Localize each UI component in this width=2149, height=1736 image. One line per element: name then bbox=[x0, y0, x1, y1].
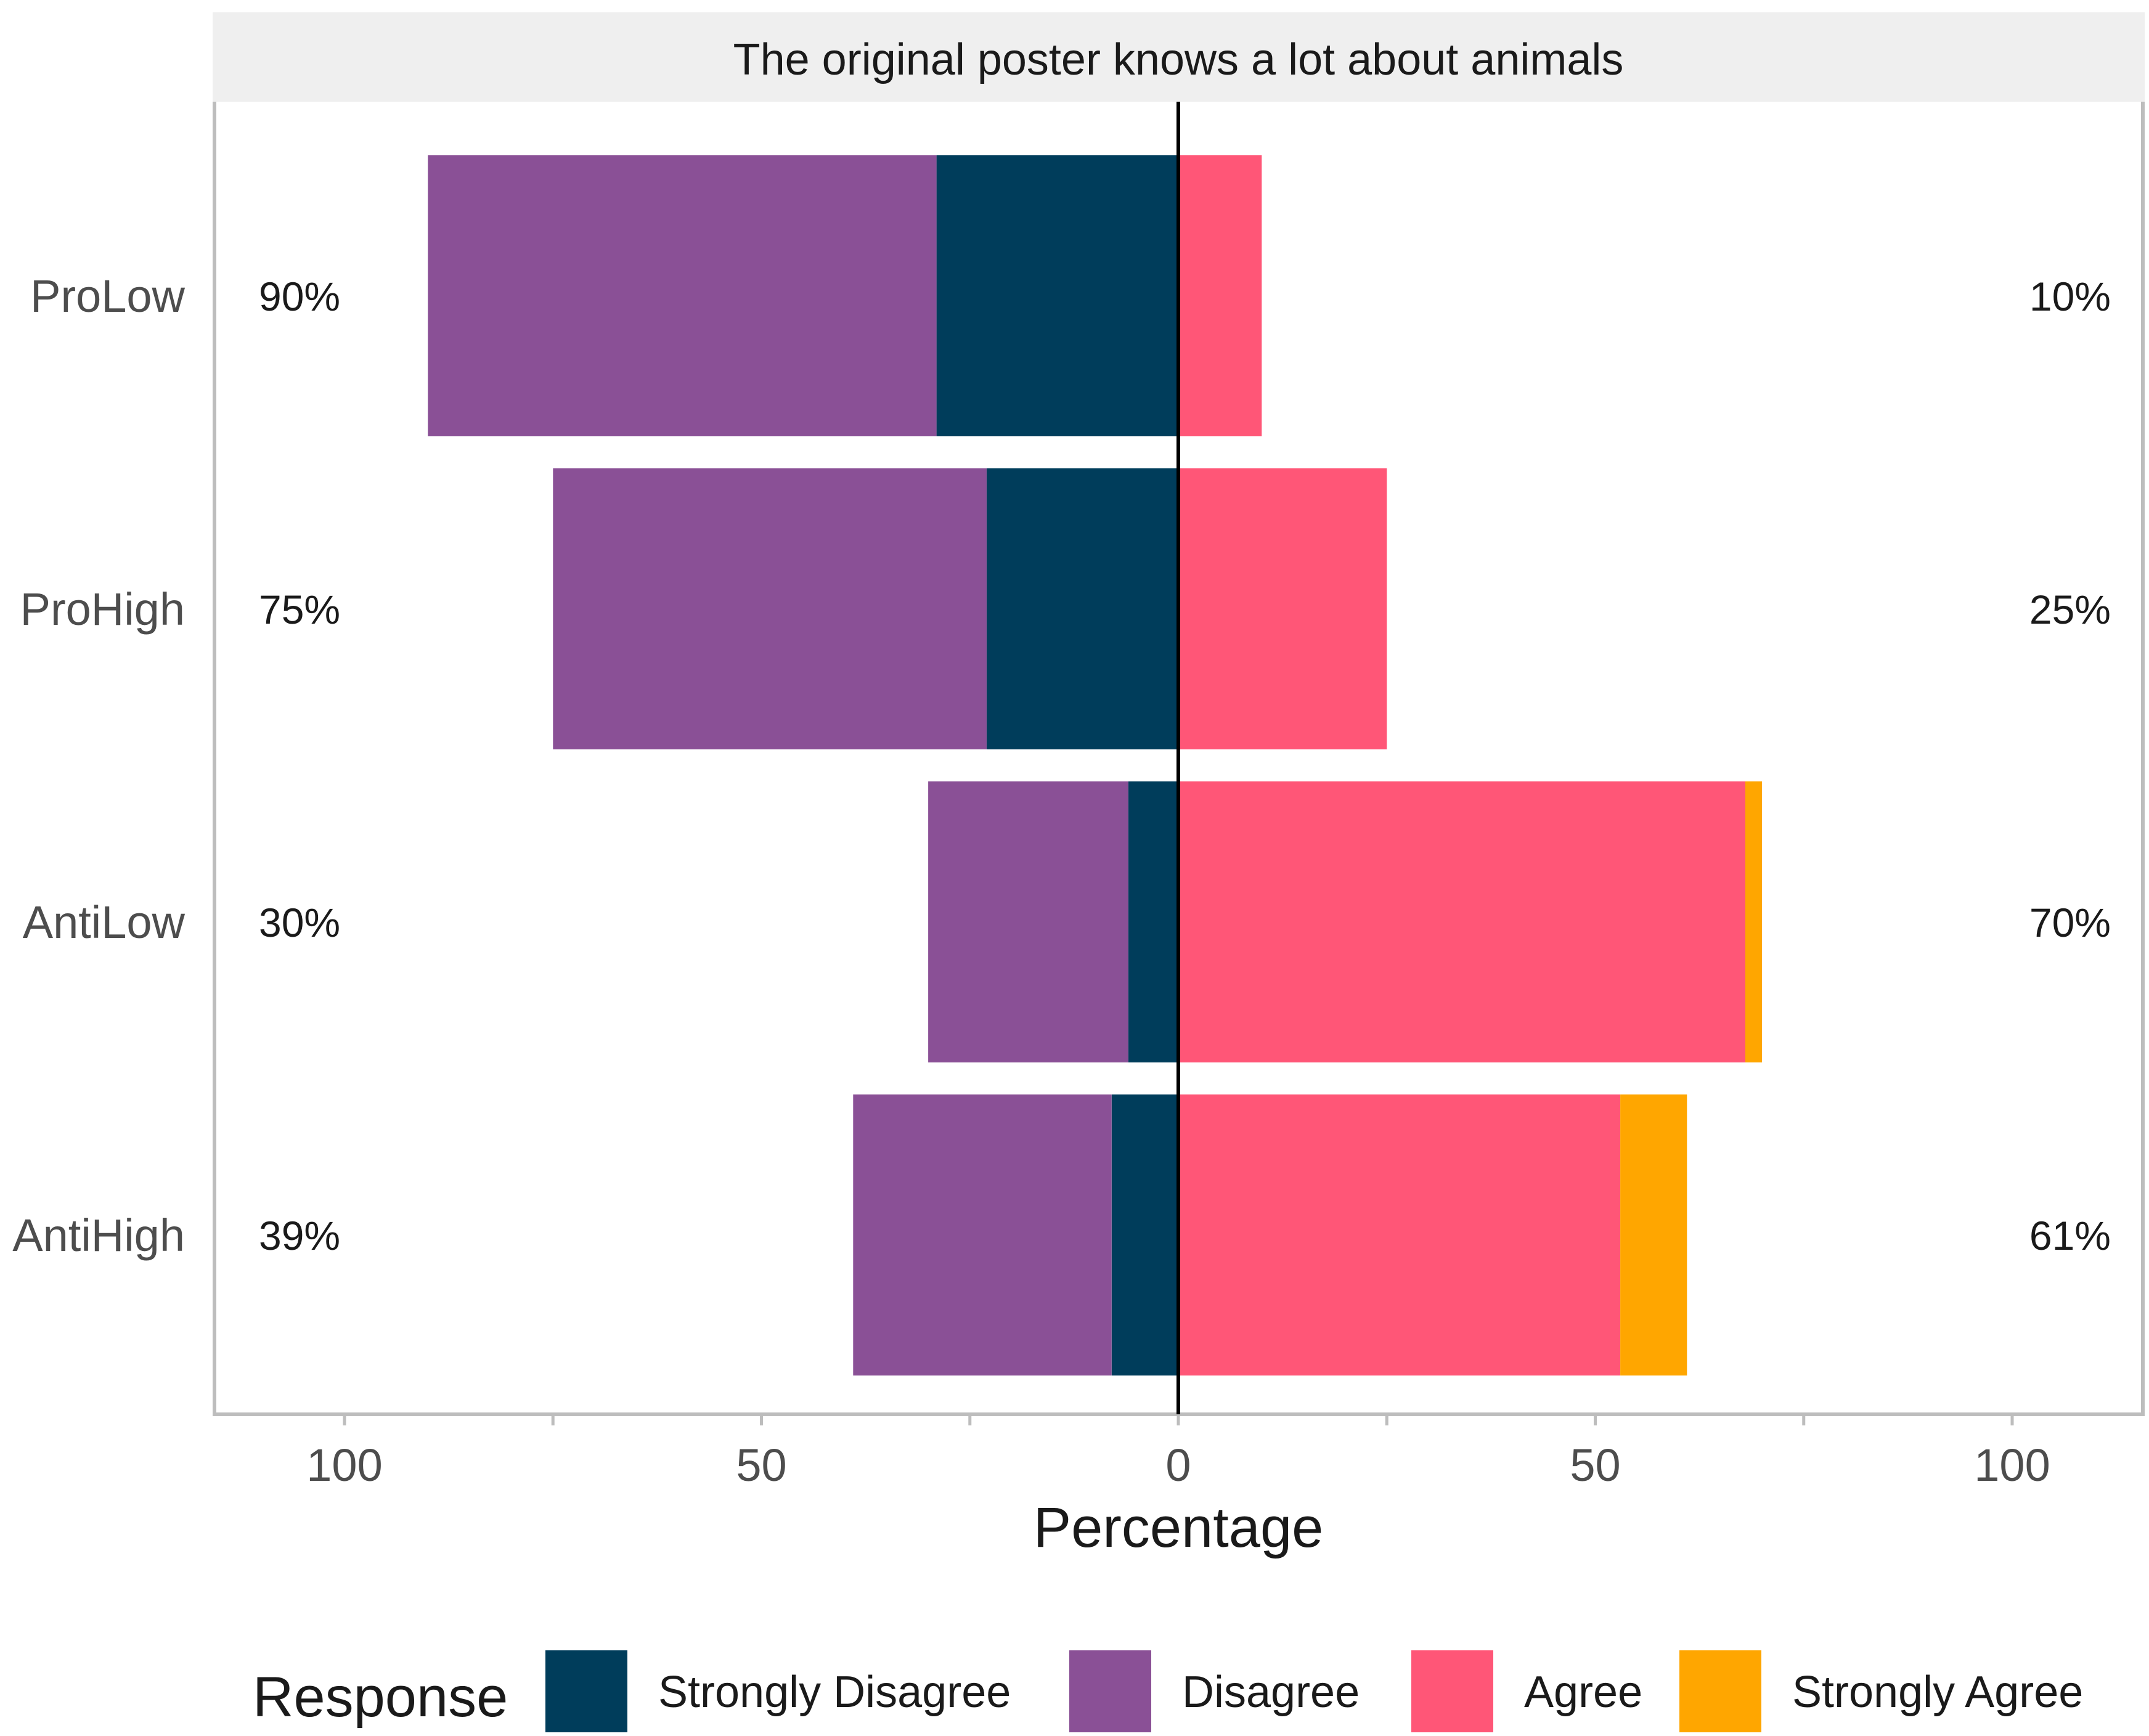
right-percent-label: 61% bbox=[2029, 1213, 2111, 1258]
bar-antilow-strongly-agree bbox=[1745, 781, 1763, 1062]
legend-key-strongly-agree bbox=[1679, 1650, 1761, 1732]
bar-antilow-agree bbox=[1178, 781, 1745, 1062]
legend-label: Strongly Agree bbox=[1792, 1668, 2083, 1717]
legend-label: Strongly Disagree bbox=[658, 1668, 1011, 1717]
bar-antilow-disagree bbox=[928, 781, 1128, 1062]
y-tick-label: AntiHigh bbox=[12, 1210, 185, 1261]
legend: Response Strongly Disagree Disagree Agree S… bbox=[253, 1650, 2083, 1732]
x-axis: 100 50 0 50 100 bbox=[306, 1414, 2050, 1491]
y-tick-label: ProHigh bbox=[20, 584, 185, 635]
legend-key-disagree bbox=[1069, 1650, 1151, 1732]
bar-antihigh-strongly-disagree bbox=[1111, 1094, 1178, 1375]
right-percent-label: 70% bbox=[2029, 900, 2111, 945]
percent-labels-layer: 90% 10% 75% 25% 30% 70% 39% 61% bbox=[259, 274, 2111, 1258]
bar-antilow-strongly-disagree bbox=[1128, 781, 1178, 1062]
legend-label: Disagree bbox=[1182, 1668, 1360, 1717]
right-percent-label: 10% bbox=[2029, 274, 2111, 319]
right-percent-label: 25% bbox=[2029, 587, 2111, 632]
left-percent-label: 30% bbox=[259, 900, 340, 945]
x-tick-label: 100 bbox=[1974, 1440, 2050, 1491]
x-tick-label: 100 bbox=[306, 1440, 382, 1491]
left-percent-label: 75% bbox=[259, 587, 340, 632]
bars-layer bbox=[428, 155, 1763, 1375]
bar-prolow-strongly-disagree bbox=[936, 155, 1178, 436]
bar-antihigh-strongly-agree bbox=[1620, 1094, 1687, 1375]
legend-title: Response bbox=[253, 1666, 508, 1729]
bar-prohigh-disagree bbox=[553, 468, 987, 749]
x-tick-label: 50 bbox=[1570, 1440, 1620, 1491]
bar-antihigh-disagree bbox=[853, 1094, 1112, 1375]
x-tick-label: 50 bbox=[736, 1440, 786, 1491]
legend-key-agree bbox=[1411, 1650, 1493, 1732]
legend-label: Agree bbox=[1524, 1668, 1642, 1717]
bar-antihigh-agree bbox=[1178, 1094, 1621, 1375]
y-tick-label: ProLow bbox=[30, 271, 185, 322]
facet-strip bbox=[213, 12, 2145, 102]
y-axis-labels: ProLow ProHigh AntiLow AntiHigh bbox=[12, 271, 185, 1261]
bar-prolow-disagree bbox=[428, 155, 937, 436]
left-percent-label: 39% bbox=[259, 1213, 340, 1258]
bar-prolow-agree bbox=[1178, 155, 1262, 436]
left-percent-label: 90% bbox=[259, 274, 340, 319]
x-axis-title: Percentage bbox=[1034, 1496, 1324, 1559]
bar-prohigh-strongly-disagree bbox=[986, 468, 1178, 749]
bar-prohigh-agree bbox=[1178, 468, 1387, 749]
legend-key-strongly-disagree bbox=[545, 1650, 627, 1732]
x-tick-label: 0 bbox=[1165, 1440, 1191, 1491]
y-tick-label: AntiLow bbox=[23, 897, 186, 948]
chart-title: The original poster knows a lot about an… bbox=[733, 35, 1624, 84]
